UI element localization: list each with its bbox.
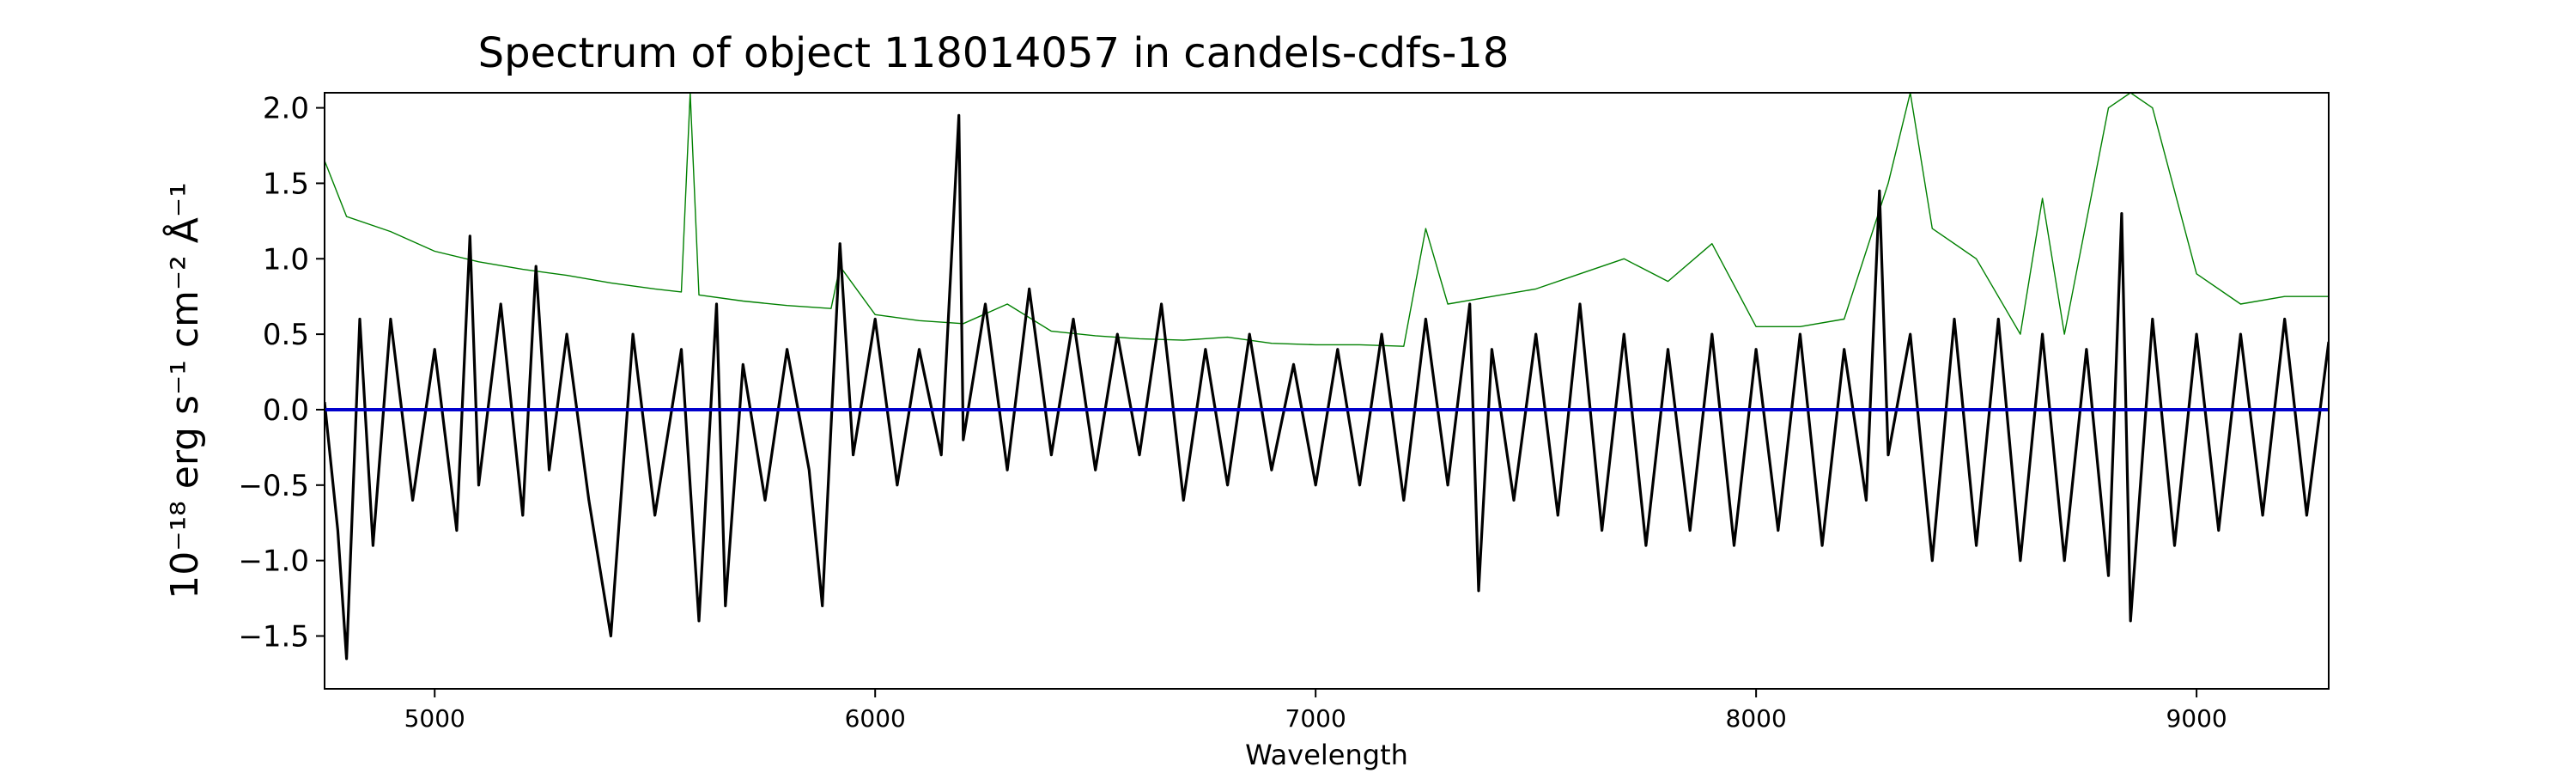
y-tick-label: 1.0 bbox=[263, 242, 309, 277]
x-tick-label: 7000 bbox=[1285, 704, 1346, 733]
y-axis: −1.5 −1.0 −0.5 0.0 0.5 1.0 1.5 2.0 bbox=[238, 92, 325, 654]
y-tick-label: −1.0 bbox=[238, 545, 309, 579]
error-spectrum-line bbox=[325, 93, 2329, 347]
y-tick-label: −0.5 bbox=[238, 469, 309, 503]
y-axis-label: 10⁻¹⁸ erg s⁻¹ cm⁻² Å⁻¹ bbox=[161, 182, 207, 599]
x-tick-label: 9000 bbox=[2166, 704, 2227, 733]
y-tick-label: 0.5 bbox=[263, 318, 309, 352]
x-tick-label: 6000 bbox=[845, 704, 906, 733]
x-axis: 5000 6000 7000 8000 9000 bbox=[404, 689, 2227, 733]
x-tick-label: 8000 bbox=[1726, 704, 1787, 733]
y-tick-label: 0.0 bbox=[263, 393, 309, 428]
flux-spectrum-line bbox=[325, 113, 2329, 660]
y-tick-label: 1.5 bbox=[263, 167, 309, 201]
y-tick-label: −1.5 bbox=[238, 620, 309, 654]
chart-title: Spectrum of object 118014057 in candels-… bbox=[478, 29, 1510, 77]
plot-frame bbox=[324, 92, 2330, 690]
y-tick-label: 2.0 bbox=[263, 92, 309, 126]
plot-area bbox=[325, 93, 2329, 660]
x-tick-label: 5000 bbox=[404, 704, 465, 733]
x-axis-label: Wavelength bbox=[1245, 739, 1408, 771]
